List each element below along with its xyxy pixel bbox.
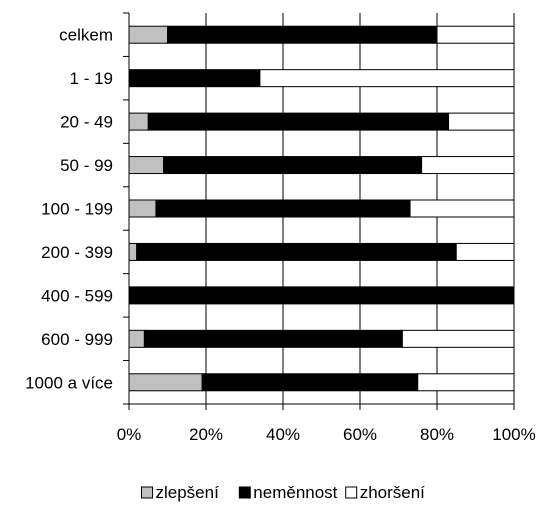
bar-segment xyxy=(128,286,515,305)
bar-segment xyxy=(167,25,438,44)
bar-segment xyxy=(143,329,403,348)
y-tick-label: 50 - 99 xyxy=(60,156,113,175)
x-tick-label: 80% xyxy=(420,425,454,444)
bar-segment xyxy=(409,199,515,218)
bar-segment xyxy=(128,69,261,88)
bar-segment xyxy=(128,329,145,348)
legend-item: zlepšení xyxy=(141,483,220,502)
bar-segment xyxy=(417,373,515,392)
x-tick-label: 40% xyxy=(266,425,300,444)
bar-segment xyxy=(128,25,168,44)
legend-label: zhoršení xyxy=(360,483,425,502)
bar-segment xyxy=(259,69,515,88)
legend-swatch xyxy=(345,486,358,499)
bar-segment xyxy=(128,112,149,131)
legend: zlepšení neměnnost zhoršení xyxy=(141,483,425,502)
legend-label: neměnnost xyxy=(253,483,337,502)
legend-item: zhoršení xyxy=(345,483,425,502)
bar-segment xyxy=(421,156,515,175)
bar-segment xyxy=(136,242,457,261)
y-tick-label: 1000 a více xyxy=(25,373,113,392)
bar-segment xyxy=(436,25,515,44)
bar-segment xyxy=(155,199,411,218)
y-tick-label: 400 - 599 xyxy=(41,286,113,305)
x-tick-label: 20% xyxy=(189,425,223,444)
axes xyxy=(123,12,515,410)
y-axis-labels: celkem 1 - 19 20 - 49 50 - 99 100 - 199 200 -… xyxy=(25,26,113,393)
legend-swatch xyxy=(238,486,251,499)
bar-segment xyxy=(201,373,419,392)
bar-segment xyxy=(163,156,423,175)
bar-segment xyxy=(128,373,203,392)
y-tick-label: celkem xyxy=(59,26,113,45)
y-tick-label: 100 - 199 xyxy=(41,200,113,219)
legend-item: neměnnost xyxy=(238,483,338,502)
bar-segment xyxy=(128,156,165,175)
bar-segment xyxy=(448,112,515,131)
y-tick-label: 1 - 19 xyxy=(70,69,113,88)
y-tick-label: 200 - 399 xyxy=(41,243,113,262)
y-tick-label: 600 - 999 xyxy=(41,330,113,349)
x-axis-labels: 0% 20% 40% 60% 80% 100% xyxy=(117,425,536,444)
x-tick-label: 100% xyxy=(492,425,535,444)
legend-swatch xyxy=(141,486,153,499)
legend-label: zlepšení xyxy=(156,483,220,502)
bar-segment xyxy=(455,242,515,261)
y-tick-label: 20 - 49 xyxy=(60,113,113,132)
bar-segment xyxy=(128,242,138,261)
bar-segment xyxy=(147,112,450,131)
x-tick-label: 60% xyxy=(343,425,377,444)
x-tick-label: 0% xyxy=(117,425,142,444)
bar-segment xyxy=(401,329,515,348)
bars xyxy=(128,25,515,392)
bar-segment xyxy=(128,199,157,218)
